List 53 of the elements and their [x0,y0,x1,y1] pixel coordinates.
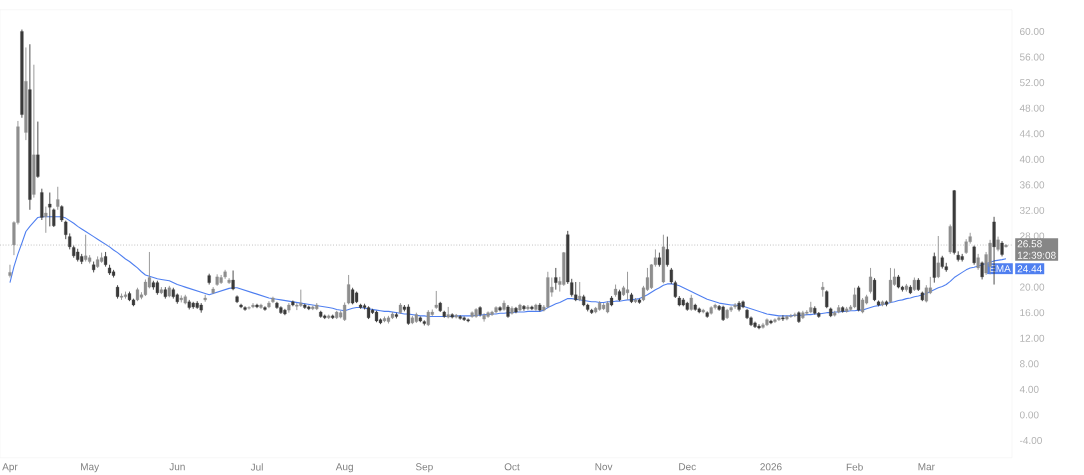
candlestick [84,234,88,262]
y-tick-label: -4.00 [1019,436,1042,445]
y-tick-label: 60.00 [1020,27,1045,36]
x-tick-label: Nov [595,463,613,471]
legend-label: EMA [989,265,1011,273]
x-tick-label: Feb [846,463,863,471]
y-tick-label: 56.00 [1019,53,1045,61]
candlestick [347,274,351,305]
candlestick [482,312,486,323]
x-tick-label: Jun [169,463,185,471]
y-tick-label: 8.00 [1019,360,1039,368]
x-tick-label: Mar [918,463,935,471]
candlestick [36,121,40,179]
y-tick-label: 40.00 [1019,155,1045,163]
candlestick [263,305,267,312]
candlestick [522,304,526,312]
x-tick-label: Aug [335,463,353,473]
candlestick [932,252,936,284]
y-tick-label: 0.00 [1019,411,1039,419]
y-tick-label: 12.00 [1020,334,1045,342]
candlestick [988,239,992,275]
x-tick-label: Sep [415,463,433,473]
text: 24.44 [1017,265,1042,273]
candlestick [665,236,669,268]
y-tick-label: 52.00 [1019,79,1045,87]
candlestick [789,313,793,319]
candlestick [554,267,558,291]
y-tick-label: 44.00 [1019,130,1045,138]
candlestick [243,305,247,312]
text: 12:39:08 [1017,251,1056,259]
x-tick-label: Apr [2,463,18,473]
candlestick [936,235,940,279]
candlestick [44,206,48,234]
y-tick-label: 48.00 [1019,104,1045,112]
candlestick [868,267,873,294]
x-tick-label: Dec [679,463,696,471]
candlestick [406,303,410,326]
x-tick-label: May [81,463,100,473]
x-tick-label: Oct [504,463,520,471]
y-tick-label: 32.00 [1019,206,1045,214]
candlestick [48,192,52,227]
candlestick [773,317,777,324]
x-tick-label: Jul [250,463,263,471]
candlestick [56,186,60,211]
y-tick-label: 16.00 [1020,309,1045,317]
y-tick-label: 4.00 [1019,385,1039,393]
candlestick [8,264,12,278]
y-tick-label: 36.00 [1019,181,1045,189]
x-tick-label: 2026 [760,463,782,471]
candlestick [857,285,861,312]
candlestick [343,302,347,322]
candlestick [781,314,785,322]
y-tick-label: 20.00 [1020,283,1045,291]
